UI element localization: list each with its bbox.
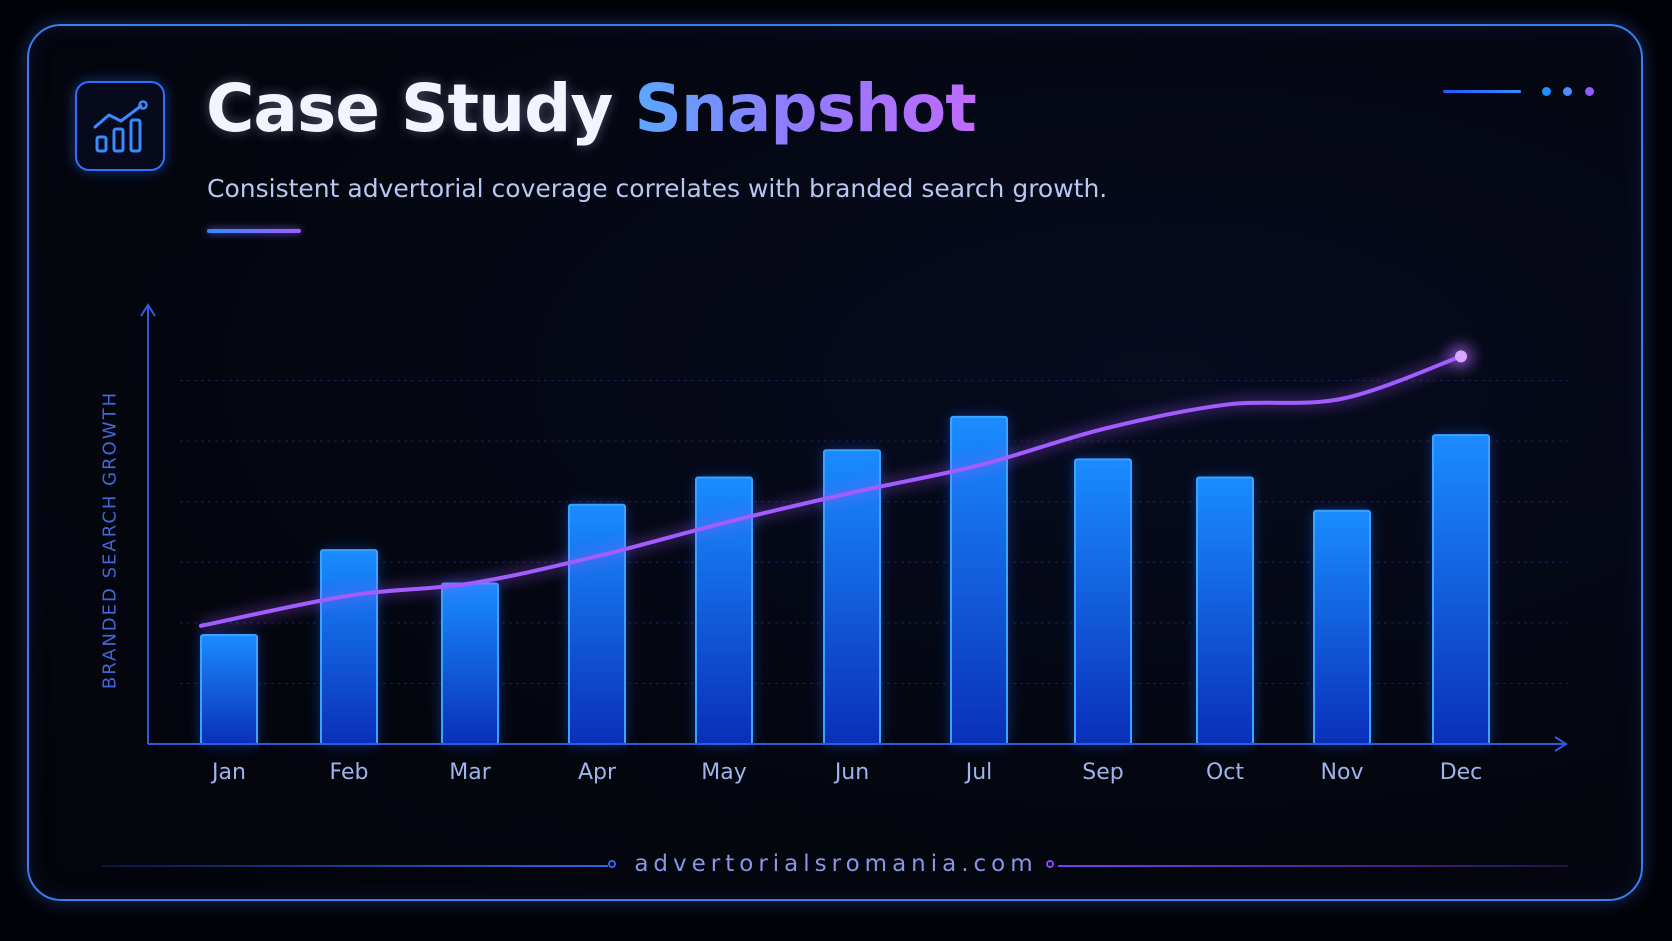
trend-line: [199, 354, 1463, 628]
footer-node-right: [1046, 860, 1054, 868]
logo-badge: [75, 81, 165, 171]
x-axis-arrow: [1554, 736, 1568, 752]
dot-1: [1542, 87, 1551, 96]
footer-node-left: [608, 860, 616, 868]
title-underline: [207, 229, 301, 233]
x-tick-label-jul: Jul: [965, 760, 993, 785]
x-tick-label-oct: Oct: [1205, 760, 1245, 785]
bar-nov: [1313, 509, 1371, 745]
x-tick-label-nov: Nov: [1320, 760, 1364, 785]
x-tick-label-may: May: [701, 760, 747, 785]
axes: [140, 303, 1568, 752]
y-axis-arrow: [140, 303, 156, 317]
bar-dec: [1432, 434, 1490, 745]
x-tick-label-mar: Mar: [449, 760, 491, 785]
footer-line-right: [1058, 865, 1568, 867]
bars: [200, 415, 1490, 746]
bar-mar: [441, 582, 499, 745]
title-part-2: Snapshot: [634, 70, 976, 147]
dot-3: [1585, 87, 1594, 96]
subtitle: Consistent advertorial coverage correlat…: [207, 174, 1108, 203]
header-accent-line: [1443, 90, 1521, 93]
x-tick-label-jun: Jun: [834, 760, 870, 785]
trend-line-series: [199, 344, 1473, 630]
footer-line-left: [102, 865, 608, 867]
bar-apr: [568, 503, 626, 745]
footer-url: advertorialsromania.com: [634, 851, 1038, 877]
bar-sep: [1074, 458, 1132, 745]
trend-end-point: [1455, 350, 1467, 363]
x-tick-label-feb: Feb: [329, 760, 369, 785]
bar-jan: [200, 633, 258, 746]
page-title: Case Study Snapshot: [206, 70, 977, 147]
bar-chart-trend-icon: [93, 100, 148, 153]
title-part-1: Case Study: [206, 70, 613, 147]
dot-2: [1563, 87, 1572, 96]
x-tick-label-apr: Apr: [577, 760, 617, 785]
bar-feb: [320, 549, 378, 746]
x-tick-label-sep: Sep: [1082, 760, 1124, 785]
x-tick-label-dec: Dec: [1439, 760, 1483, 785]
y-axis-label: BRANDED SEARCH GROWTH: [99, 390, 121, 690]
x-tick-label-jan: Jan: [212, 760, 246, 785]
bar-oct: [1196, 476, 1254, 745]
